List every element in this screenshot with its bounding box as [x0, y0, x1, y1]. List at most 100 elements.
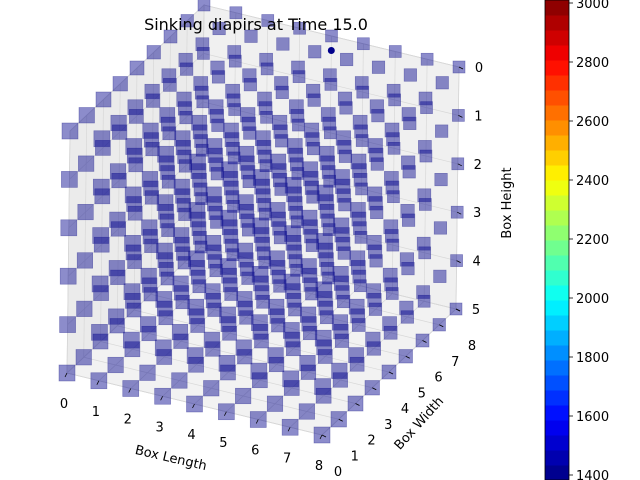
- back-gridline-x: [264, 20, 269, 263]
- data-point: [268, 250, 285, 267]
- colorbar-bin: [545, 420, 569, 436]
- data-point: [269, 356, 285, 373]
- data-point: [226, 93, 241, 108]
- data-point: [123, 283, 141, 301]
- data-point: [255, 188, 271, 204]
- data-point: [384, 171, 399, 186]
- data-point: [211, 118, 225, 132]
- data-point: [317, 291, 333, 307]
- data-point: [291, 60, 305, 75]
- data-point: [403, 68, 417, 82]
- colorbar-tick-label: 2600: [576, 115, 609, 130]
- data-point: [321, 213, 335, 228]
- data-point: [141, 219, 158, 236]
- y-tick: [372, 387, 377, 391]
- y-tick-label: 1: [351, 449, 359, 464]
- data-point: [193, 231, 207, 245]
- data-point: [205, 341, 221, 357]
- y-tick-label: 7: [451, 355, 459, 370]
- data-point: [192, 173, 207, 188]
- data-point: [220, 209, 238, 227]
- side-gridline-z: [67, 149, 203, 277]
- data-point: [337, 91, 353, 106]
- data-point: [222, 171, 239, 187]
- data-point: [221, 267, 237, 284]
- z-tick-label: 3: [473, 206, 481, 221]
- data-point: [282, 370, 300, 388]
- data-point: [419, 149, 433, 163]
- data-point: [370, 205, 384, 219]
- data-point: [401, 107, 416, 122]
- data-point: [273, 279, 287, 293]
- data-point: [187, 298, 204, 316]
- data-point: [284, 331, 301, 348]
- data-point: [335, 130, 351, 146]
- data-point: [400, 204, 415, 219]
- data-point: [209, 157, 224, 172]
- x-tick-label: 8: [315, 459, 323, 474]
- data-point: [269, 308, 285, 324]
- data-point: [176, 198, 191, 213]
- data-point: [161, 223, 175, 237]
- data-point: [178, 207, 192, 221]
- data-point: [419, 198, 432, 211]
- data-point: [241, 165, 256, 180]
- data-point: [366, 341, 381, 356]
- data-point: [349, 250, 366, 267]
- z-tick: [457, 163, 462, 167]
- data-point: [417, 188, 432, 203]
- data-point: [369, 99, 384, 114]
- data-point: [91, 275, 109, 293]
- data-point: [318, 300, 334, 316]
- y-tick-label: 3: [384, 418, 392, 433]
- data-point: [301, 209, 318, 226]
- data-point: [356, 85, 370, 99]
- data-point: [385, 229, 399, 243]
- side-gridline-y: [133, 67, 138, 311]
- back-gridline-z: [203, 4, 460, 68]
- data-point: [176, 91, 192, 107]
- data-point: [110, 269, 126, 285]
- x-tick: [255, 419, 259, 424]
- floor-gridline-y: [117, 325, 373, 389]
- data-point: [270, 260, 286, 276]
- data-point: [285, 283, 301, 300]
- data-point: [276, 37, 290, 51]
- data-point: [402, 165, 416, 179]
- data-point: [188, 356, 204, 373]
- data-point: [239, 204, 255, 220]
- data-point: [388, 93, 401, 107]
- data-point: [143, 132, 160, 148]
- x-tick-label: 3: [155, 420, 163, 435]
- data-point: [141, 325, 157, 342]
- data-point: [348, 298, 365, 315]
- data-point: [125, 293, 141, 309]
- data-point: [352, 269, 367, 284]
- colorbar-tick-label: 1800: [576, 351, 609, 366]
- colorbar-bin: [545, 180, 569, 196]
- data-point: [197, 47, 210, 60]
- data-point: [171, 372, 188, 389]
- side-gridline-y: [150, 52, 155, 295]
- data-point: [78, 155, 95, 172]
- data-point: [126, 147, 143, 164]
- colorbar-bin: [545, 45, 569, 61]
- data-point: [340, 52, 354, 67]
- data-point: [301, 161, 318, 178]
- data-point: [416, 236, 431, 251]
- data-point: [287, 196, 303, 211]
- data-point: [191, 114, 207, 131]
- data-point: [220, 364, 236, 381]
- data-point: [242, 223, 256, 237]
- data-point: [95, 91, 112, 108]
- colorbar-bin: [545, 120, 569, 136]
- data-point: [239, 310, 254, 325]
- colorbar-bin: [545, 0, 569, 16]
- data-point: [156, 349, 173, 365]
- data-point: [146, 45, 161, 60]
- data-point: [240, 107, 256, 123]
- data-point: [172, 275, 189, 292]
- data-point: [366, 235, 382, 251]
- data-point: [303, 277, 318, 292]
- data-point: [387, 142, 401, 155]
